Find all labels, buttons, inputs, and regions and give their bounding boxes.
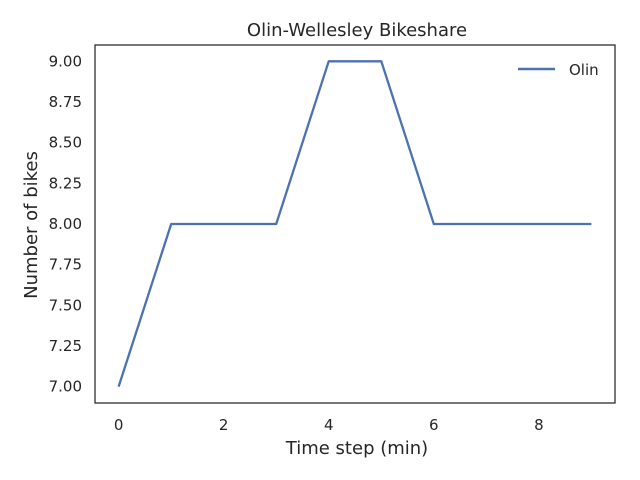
legend: Olin bbox=[518, 61, 599, 79]
tick-layer: 0 2 4 6 8 7.00 7.25 7.50 7.75 8.00 8.25 8.50 8.75 9.0… bbox=[49, 52, 544, 434]
y-tick-label: 7.00 bbox=[49, 378, 82, 396]
y-axis-label: Number of bikes bbox=[21, 151, 42, 299]
y-tick-label: 8.00 bbox=[49, 215, 82, 233]
y-tick-label: 9.00 bbox=[49, 52, 82, 70]
y-tick-label: 7.50 bbox=[49, 296, 82, 314]
y-tick-label: 8.25 bbox=[49, 174, 82, 192]
x-tick-label: 6 bbox=[429, 416, 439, 434]
x-tick-label: 2 bbox=[219, 416, 229, 434]
plot-frame bbox=[94, 44, 616, 404]
x-axis-label: Time step (min) bbox=[285, 438, 428, 459]
x-tick-label: 0 bbox=[114, 416, 124, 434]
y-tick-label: 7.75 bbox=[49, 256, 82, 274]
chart-title: Olin-Wellesley Bikeshare bbox=[247, 20, 467, 41]
x-tick-label: 4 bbox=[324, 416, 334, 434]
y-tick-label: 8.75 bbox=[49, 93, 82, 111]
y-tick-label: 7.25 bbox=[49, 337, 82, 355]
legend-label-olin: Olin bbox=[569, 61, 599, 79]
series-layer bbox=[117, 60, 592, 388]
series-line-olin bbox=[117, 60, 592, 388]
x-tick-label: 8 bbox=[534, 416, 544, 434]
y-tick-label: 8.50 bbox=[49, 134, 82, 152]
